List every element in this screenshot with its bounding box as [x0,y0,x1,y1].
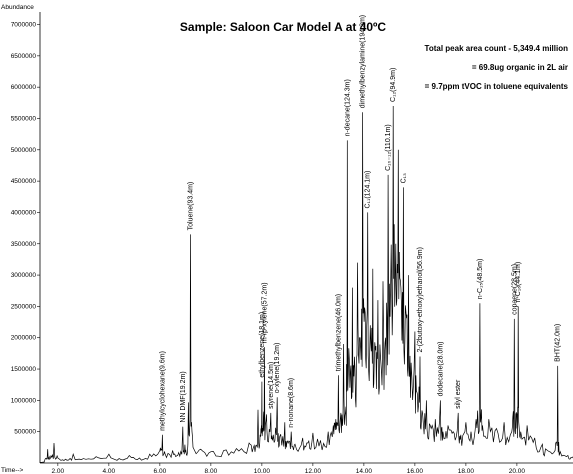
y-tick-label: 4500000 [11,178,37,185]
y-tick-label: 3500000 [11,241,37,248]
x-tick-label: 18.00 [458,468,475,474]
annotation-organic-mass: = 69.8ug organic in 2L air [472,63,568,72]
y-tick-label: 7000000 [11,22,37,29]
y-tick-label: 2500000 [11,303,37,310]
peak-label: o-xylene(19.2m) [274,343,281,394]
peak-label: 2-(2butoxy-ethoxy)ethanol(56.9m) [417,247,424,352]
annotation-peak-area: Total peak area count - 5,349.4 million [425,44,569,53]
y-tick-label: 5500000 [11,115,37,122]
x-tick-label: 14.00 [356,468,373,474]
x-tick-label: 20.00 [509,468,526,474]
peak-label: trimethylbenzene(46.0m) [335,294,342,371]
peak-label: dodecane(28.0m) [437,341,444,396]
peak-label: dimethylbenzylamine(194.3m) [360,15,367,108]
y-tick-label: 5000000 [11,147,37,154]
chromatogram-trace [40,105,573,463]
y-tick-label: 1500000 [11,366,37,373]
peak-label: ethylbenzene(18.1m) [259,312,266,378]
peak-label: NN DMF(19.2m) [180,371,187,422]
peak-label: C₁₁(124.1m) [365,171,372,209]
peak-label: n-C₁₅(48.5m) [477,259,484,300]
y-tick-label: 4000000 [11,209,37,216]
peak-label: BHT(42.0m) [555,324,562,362]
x-tick-label: 2.00 [52,468,65,474]
peak-label: n-nonane(8.6m) [288,378,295,428]
y-axis-label: Abundance [1,4,34,11]
peak-label: silyl ester [455,379,462,409]
peak-label: n-decane(124.3m) [344,79,351,136]
peak-label: C₁₀₋₁₂(110.1m) [385,124,392,171]
y-tick-label: 500000 [14,429,36,436]
annotation-tvoc: = 9.7ppm tVOC in toluene equivalents [425,82,569,91]
y-tick-label: 6000000 [11,84,37,91]
peak-label: Toluene(93.4m) [187,182,194,231]
x-tick-label: 8.00 [205,468,218,474]
x-tick-label: 12.00 [305,468,322,474]
x-axis-label: Time--> [1,467,24,474]
y-tick-label: 1000000 [11,397,37,404]
peak-labels: methylcyclohexane(9.6m) NN DMF(19.2m) Tolu… [159,15,561,431]
y-axis-ticks: 500000 1000000 1500000 2000000 2500000 300000… [11,22,40,436]
y-tick-label: 3000000 [11,272,37,279]
x-tick-label: 10.00 [254,468,271,474]
x-axis-ticks: 2.00 4.00 6.00 8.00 10.00 12.00 14.00 16.00 18.0… [52,463,526,474]
peak-label: styrene(14.5m) [268,362,275,409]
x-tick-label: 16.00 [407,468,424,474]
peak-label: n-C₁₆(44.1m) [515,262,522,303]
peak-label: methylcyclohexane(9.6m) [159,351,166,431]
y-tick-label: 6500000 [11,53,37,60]
x-tick-label: 4.00 [103,468,116,474]
x-tick-label: 6.00 [154,468,167,474]
peak-label: m-/p-xylene(57.2m) [261,282,268,343]
y-tick-label: 2000000 [11,335,37,342]
peak-label: C₁₂(94.9m) [390,68,397,102]
peak-label: C₁₃ [400,173,407,183]
peak-label: copaene(28.5m) [511,264,518,315]
chart-title: Sample: Saloon Car Model A at 40ºC [180,20,387,34]
